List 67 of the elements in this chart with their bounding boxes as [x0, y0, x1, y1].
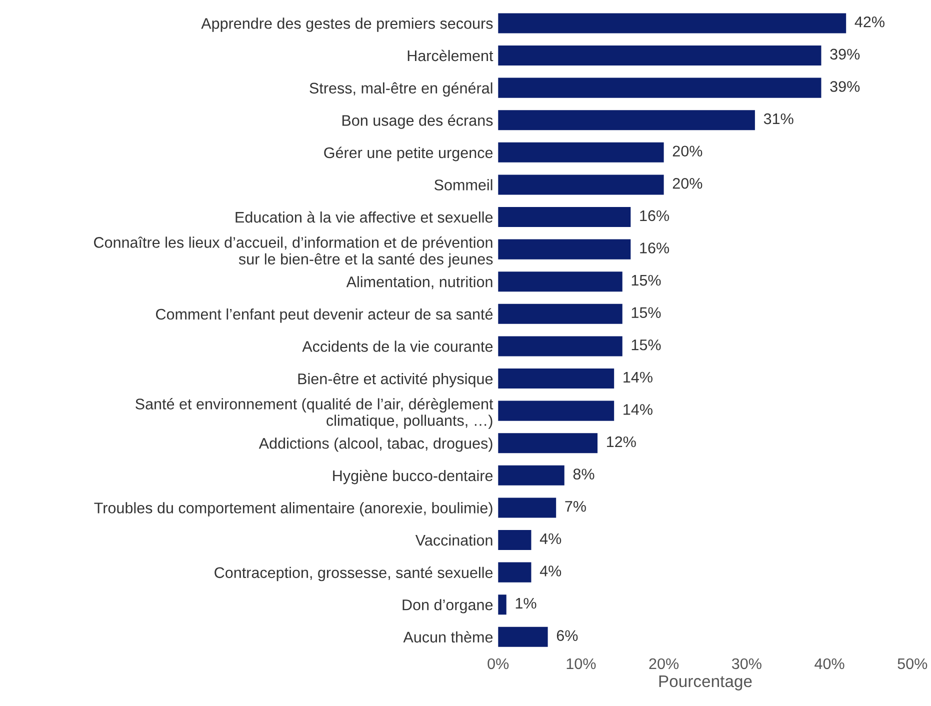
y-tick-label: Comment l’enfant peut devenir acteur de sa santé [156, 308, 493, 323]
y-tick-label: Alimentation, nutrition [346, 276, 492, 290]
y-tick-label: Sommeil [434, 179, 492, 190]
y-tick-label: Gérer une petite urgence [324, 146, 493, 162]
bar [498, 594, 506, 615]
x-tick-label: 40% [814, 658, 844, 670]
bar [498, 304, 622, 324]
data-label: 1% [516, 598, 536, 609]
bar [498, 368, 614, 389]
bar [498, 206, 631, 228]
x-axis-title: Pourcentage [659, 676, 752, 690]
data-label: 15% [632, 274, 661, 286]
bar [498, 272, 622, 292]
y-tick-label: Connaître les lieux d’accueil, d’information et de prévention sur le bien-être et la santé des jeunes [94, 236, 493, 268]
bar [498, 465, 564, 486]
y-tick-label: Santé et environnement (qualité de l’air, dérèglement climatique, polluants, …) [136, 398, 494, 429]
data-label: 4% [540, 566, 562, 576]
data-label: 15% [632, 307, 661, 318]
y-tick-label: Hygiène bucco-dentaire [333, 470, 493, 484]
data-label: 15% [632, 340, 661, 350]
data-label: 4% [540, 533, 562, 544]
bar [498, 433, 598, 454]
bar [498, 13, 846, 34]
bar [498, 45, 822, 66]
data-label: 16% [640, 242, 670, 254]
bar [498, 626, 548, 647]
data-label: 14% [624, 404, 652, 415]
x-tick-label: 20% [649, 658, 679, 670]
data-label: 20% [672, 146, 702, 157]
y-tick-label: Apprendre des gestes de premiers secours [201, 18, 493, 32]
data-label: 39% [830, 81, 860, 92]
x-tick-label: 0% [488, 658, 509, 670]
x-tick-label: 50% [898, 658, 928, 670]
data-label: 8% [573, 468, 594, 480]
y-tick-label: Education à la vie affective et sexuelle [236, 211, 493, 223]
y-tick-label: Contraception, grossesse, santé sexuelle [214, 566, 493, 582]
data-label: 7% [565, 501, 586, 512]
bar [498, 142, 664, 162]
y-tick-label: Accidents de la vie courante [302, 340, 493, 352]
data-label: 39% [830, 48, 860, 60]
y-tick-label: Stress, mal-être en général [310, 82, 492, 97]
y-tick-label: Don d’organe [402, 599, 493, 614]
data-label: 42% [854, 16, 884, 28]
data-label: 6% [556, 630, 578, 641]
data-label: 12% [607, 436, 636, 448]
y-tick-label: Vaccination [415, 534, 492, 546]
data-label: 14% [624, 372, 652, 383]
data-label: 20% [672, 178, 702, 189]
y-tick-label: Addictions (alcool, tabac, drogues) [258, 438, 492, 452]
bar [498, 78, 822, 98]
data-label: 31% [764, 113, 794, 124]
bar [498, 336, 622, 356]
x-tick-label: 30% [732, 658, 762, 670]
y-tick-label: Bon usage des écrans [342, 114, 493, 129]
bar [498, 174, 664, 195]
y-tick-label: Bien-être et activité physique [298, 372, 493, 388]
bar [498, 530, 532, 550]
y-tick-label: Aucun thème [403, 631, 493, 643]
bar [498, 239, 631, 260]
y-tick-label: Troubles du comportement alimentaire (anorexie, boulimie) [94, 502, 492, 516]
bar [498, 400, 614, 421]
x-tick-label: 10% [566, 658, 596, 670]
y-tick-label: Harcèlement [408, 50, 494, 62]
bar [498, 110, 755, 130]
data-label: 16% [640, 210, 670, 222]
bar [498, 498, 556, 518]
bar [498, 562, 532, 582]
